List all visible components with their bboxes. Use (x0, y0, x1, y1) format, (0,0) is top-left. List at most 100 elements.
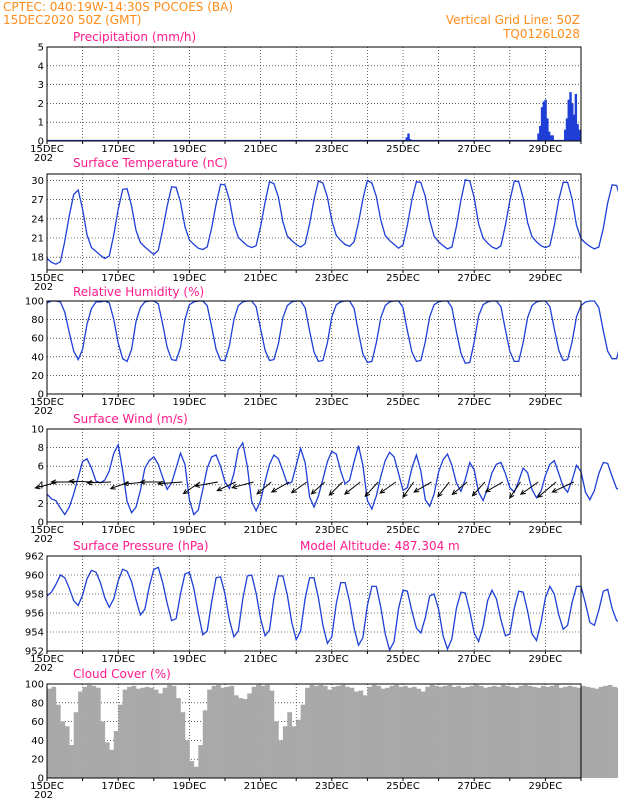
header-grid-note: Vertical Grid Line: 50Z (446, 13, 580, 27)
x-tick-label: 27DEC (457, 273, 491, 284)
x-tick-label: 25DEC (386, 144, 420, 155)
cloud-bar (554, 684, 560, 778)
y-tick-label: 27 (31, 195, 44, 206)
cloud-bar (549, 685, 555, 778)
cloud-bar (451, 686, 457, 778)
wind-arrow-head (157, 480, 164, 486)
precip-bar (547, 131, 551, 141)
wind-arrow (379, 481, 397, 494)
cloud-bar (505, 685, 511, 778)
cloud-bar (82, 686, 88, 778)
cloud-bar (585, 686, 591, 778)
wind-arrow (217, 481, 236, 492)
wind-arrow (552, 481, 575, 493)
cloud-bar (251, 686, 257, 778)
precip-bar (405, 137, 408, 141)
cloud-bar (207, 689, 212, 778)
wind-arrow (256, 481, 272, 495)
wind-arrow (158, 481, 183, 485)
cloud-bar (567, 685, 573, 778)
cloud-bar (589, 687, 595, 778)
cloud-bar (314, 685, 319, 778)
cloud-bar (47, 688, 52, 778)
cloud-bar (220, 687, 226, 778)
cloud-bar (509, 686, 515, 778)
cloud-bar (425, 686, 430, 778)
cloud-bar (354, 691, 359, 778)
wind-arrow (291, 481, 308, 494)
wind-arrow (271, 481, 290, 493)
x-tick-label: 25DEC (386, 525, 420, 536)
cloud-bar (100, 721, 106, 778)
panel-title: Surface Temperature (nC) (73, 156, 228, 170)
wind-arrow (87, 481, 112, 484)
cloud-bar (336, 685, 341, 778)
panel-frame (46, 173, 582, 271)
cloud-bar (109, 749, 115, 778)
x-tick-label: 21DEC (244, 654, 278, 665)
cloud-bar (345, 686, 350, 778)
cloud-bar (349, 687, 355, 778)
wind-arrow-head (68, 478, 75, 484)
y-tick-label: 100 (25, 297, 44, 308)
y-tick-label: 21 (31, 234, 44, 245)
precip-bar (567, 99, 570, 141)
cloud-bar (540, 685, 546, 778)
cloud-bar (104, 742, 110, 778)
cloud-bar (229, 685, 235, 778)
x-tick-label: 29DEC (529, 525, 563, 536)
cloud-bar (291, 726, 297, 778)
cloud-bar (327, 689, 333, 778)
panel-rh: Relative Humidity (%) 0 20 40 60 80 100 15DEC 17… (25, 285, 618, 417)
precip-bar (574, 94, 578, 141)
x-tick-label: 21DEC (244, 397, 278, 408)
y-tick-label: 5 (38, 43, 44, 54)
x-tick-label: 19DEC (173, 273, 207, 284)
y-tick-label: 2 (38, 99, 44, 110)
panel-title: Relative Humidity (%) (73, 285, 204, 299)
x-tick-label: 21DEC (244, 525, 278, 536)
cloud-bar (483, 687, 488, 778)
cloud-bar (380, 688, 386, 778)
cloud-bar (581, 685, 586, 778)
wind-arrow (195, 481, 218, 487)
wind-arrow (437, 481, 450, 497)
precip-bar (569, 92, 572, 141)
cloud-bar (260, 685, 266, 778)
precip-bar (537, 133, 540, 141)
cloud-bar (394, 684, 399, 778)
y-tick-label: 100 (25, 680, 44, 691)
y-tick-label: 40 (31, 352, 44, 363)
cloud-bar (443, 685, 448, 778)
cloud-bar (287, 712, 293, 778)
y-tick-label: 10 (31, 425, 44, 436)
cloud-bar (322, 685, 328, 778)
cloud-bar (131, 685, 137, 778)
wind-arrow-head (328, 490, 335, 496)
panel-title: Precipitation (mm/h) (73, 30, 196, 44)
cloud-bar (176, 698, 181, 778)
cloud-bar (118, 704, 123, 778)
cloud-bar (389, 685, 395, 778)
cloud-bar (465, 686, 471, 778)
wind-arrow (311, 481, 326, 495)
cloud-bar (296, 719, 301, 778)
x-tick-label: 29DEC (529, 397, 563, 408)
cloud-bar (478, 685, 484, 778)
panel-precip: Precipitation (mm/h) 0 1 2 3 4 5 15DEC 17DEC 19DE… (30, 30, 582, 164)
wind-arrow-head (182, 489, 189, 495)
x-tick-label: 19DEC (173, 397, 207, 408)
cloud-bar (460, 687, 466, 778)
wind-arrow-head (139, 479, 146, 485)
cloud-bar (153, 689, 159, 778)
cloud-bar (69, 745, 74, 778)
wind-arrow (232, 481, 254, 489)
model-altitude-label: Model Altitude: 487.304 m (300, 539, 460, 553)
y-tick-label: 20 (31, 371, 44, 382)
wind-arrow (364, 481, 379, 497)
y-tick-label: 18 (31, 253, 44, 264)
cloud-bar (305, 687, 310, 778)
cloud-bar (420, 691, 426, 778)
cloud-bar (532, 686, 537, 778)
x-tick-label: 21DEC (244, 144, 278, 155)
